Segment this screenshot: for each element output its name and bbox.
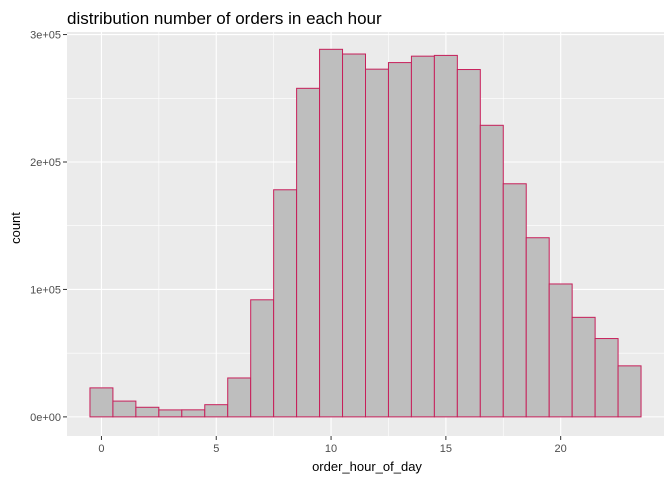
bar-hour-3 xyxy=(158,409,183,418)
bar-hour-19 xyxy=(525,237,550,418)
bar-hour-15 xyxy=(433,54,458,418)
y-axis: 0e+00 1e+05 2e+05 3e+05 xyxy=(30,30,67,424)
bar-hour-14 xyxy=(410,55,435,418)
bar-hour-2 xyxy=(135,406,160,418)
y-tick-label: 2e+05 xyxy=(30,157,61,169)
x-axis-title: order_hour_of_day xyxy=(312,459,422,474)
bar-hour-7 xyxy=(250,299,275,418)
bar-hour-1 xyxy=(112,400,137,418)
x-tick-label: 5 xyxy=(213,443,219,455)
bar-hour-18 xyxy=(502,183,527,418)
x-axis: 0 5 10 15 20 xyxy=(98,436,567,455)
bar-hour-22 xyxy=(594,338,619,418)
bar-hour-9 xyxy=(296,87,321,418)
y-tick-label: 1e+05 xyxy=(30,284,61,296)
bar-hour-12 xyxy=(365,68,389,418)
histogram-bars xyxy=(89,48,642,418)
bar-hour-4 xyxy=(181,409,206,418)
bar-hour-5 xyxy=(204,404,229,418)
bar-hour-10 xyxy=(319,48,344,418)
bar-hour-13 xyxy=(387,62,412,418)
bar-hour-23 xyxy=(617,365,642,418)
y-tick-label: 0e+00 xyxy=(30,412,61,424)
bar-hour-16 xyxy=(456,69,481,418)
x-tick-label: 20 xyxy=(555,443,567,455)
bar-hour-21 xyxy=(571,316,596,418)
x-tick-label: 0 xyxy=(98,443,104,455)
bar-hour-8 xyxy=(273,189,298,418)
bar-hour-20 xyxy=(548,283,573,418)
x-tick-label: 15 xyxy=(440,443,452,455)
bar-hour-6 xyxy=(227,377,252,418)
bar-hour-17 xyxy=(479,124,504,418)
bar-hour-11 xyxy=(342,53,366,418)
y-tick-label: 3e+05 xyxy=(30,30,61,42)
chart-title: distribution number of orders in each ho… xyxy=(67,9,382,28)
x-tick-label: 10 xyxy=(325,443,337,455)
bar-hour-0 xyxy=(89,387,114,418)
y-axis-title: count xyxy=(8,212,23,244)
